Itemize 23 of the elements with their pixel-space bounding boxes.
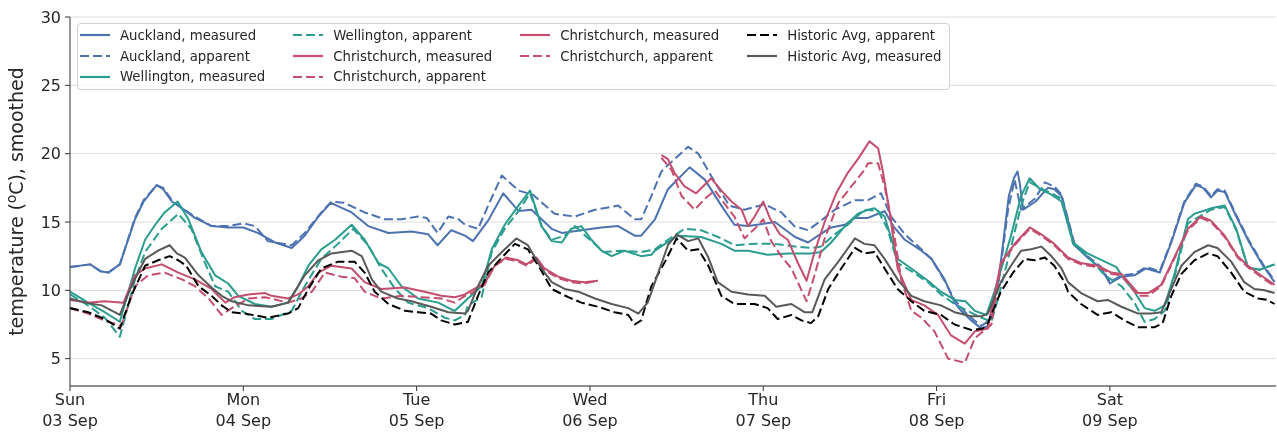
x-tick-label: Mon 04 Sep [215,390,272,431]
legend-label: Auckland, measured [120,27,257,43]
legend-label: Auckland, apparent [120,48,250,64]
x-tick-label: Sat 09 Sep [1082,390,1138,431]
y-tick-label: 5 [50,349,61,369]
x-tick-label: Fri 08 Sep [908,390,965,431]
legend-label: Christchurch, apparent [333,69,486,85]
legend-label: Historic Avg, apparent [787,27,936,43]
x-tick-label: Wed 06 Sep [562,390,618,431]
legend-label: Christchurch, measured [560,27,720,43]
legend-label: Christchurch, apparent [560,48,713,64]
y-tick-label: 10 [40,280,61,300]
legend-label: Christchurch, measured [333,48,493,64]
legend-label: Historic Avg, measured [787,48,942,64]
y-tick-label: 30 [40,7,61,27]
y-tick-label: 25 [40,75,61,95]
y-tick-label: 20 [40,144,61,164]
legend-label: Wellington, measured [120,69,266,85]
x-tick-label: Sun 03 Sep [42,390,98,431]
x-tick-label: Tue 05 Sep [388,390,445,431]
y-tick-label: 15 [40,212,61,232]
legend-label: Wellington, apparent [333,27,473,43]
x-tick-label: Thu 07 Sep [735,390,792,431]
